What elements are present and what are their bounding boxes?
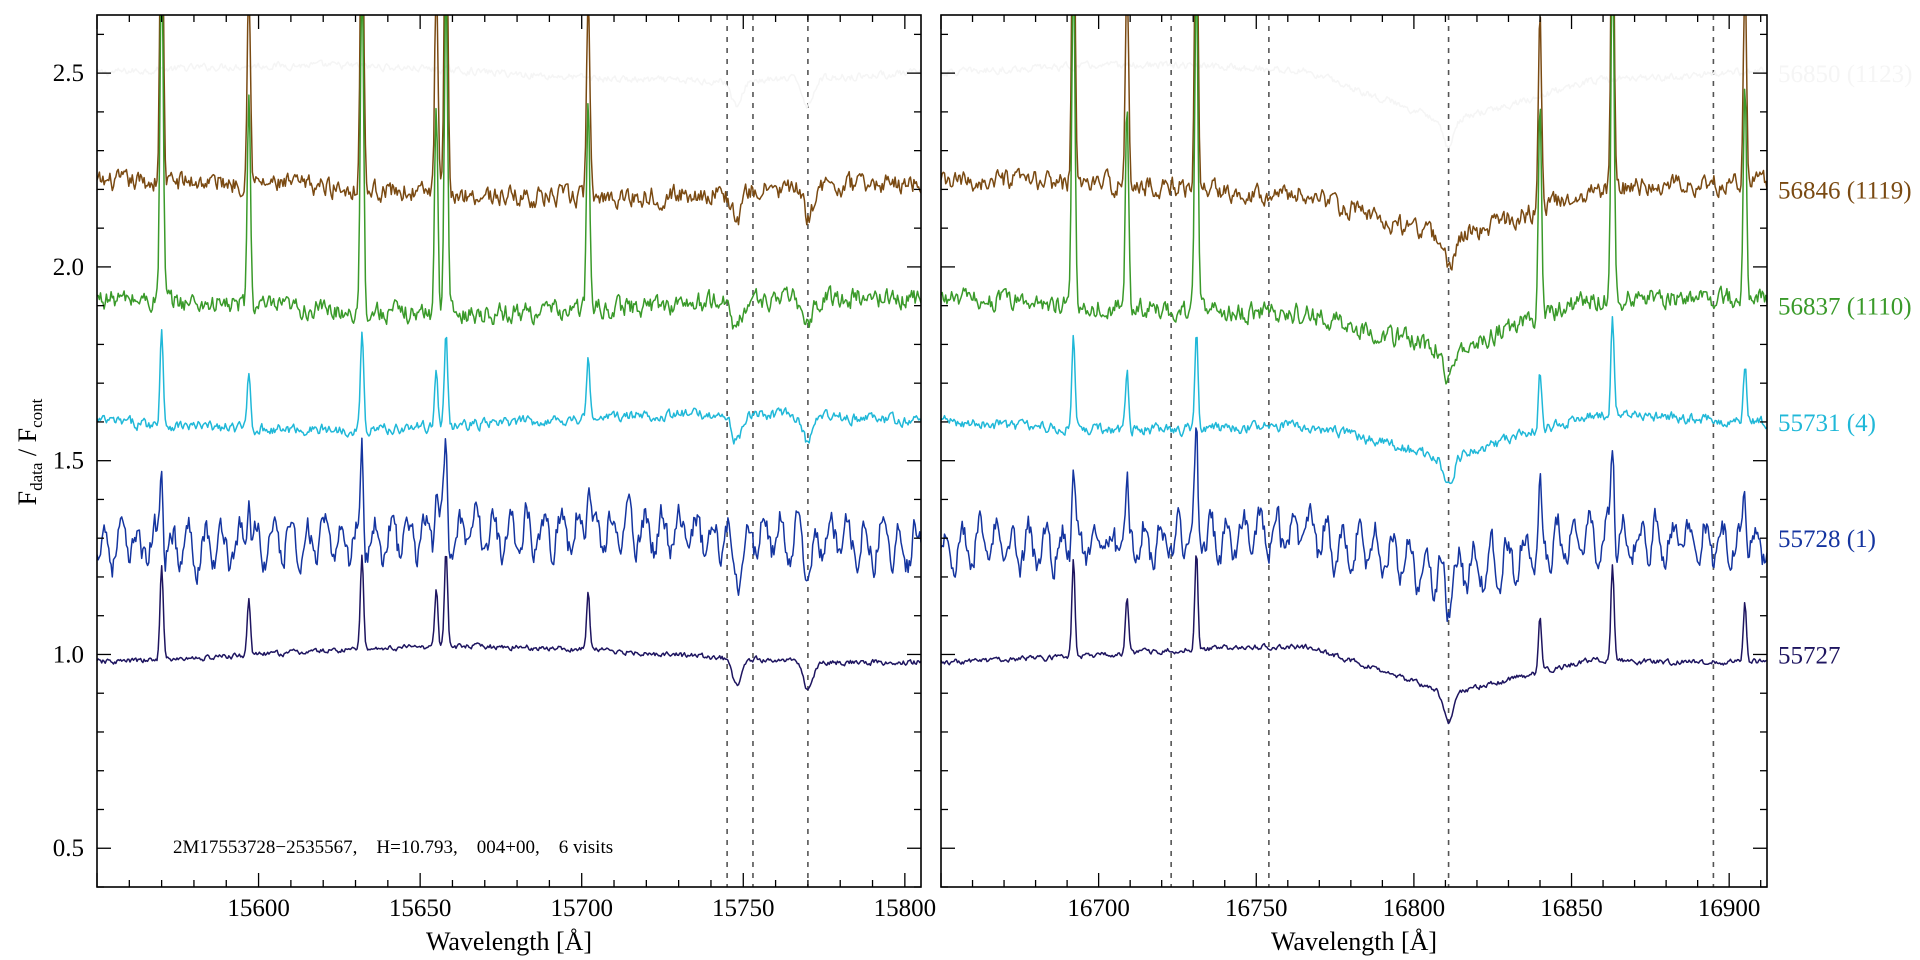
y-axis-title-mid: / F xyxy=(13,428,42,463)
panel-left-x-axis-title: Wavelength [Å] xyxy=(426,927,592,956)
panel-right: 16700 16750 16800 16850 16900 Wavelength [Å] xyxy=(940,14,1768,956)
legend-label: 56850 (1123) xyxy=(1778,61,1912,88)
spectrum-line xyxy=(941,315,1767,485)
x-tick-label: 15800 xyxy=(874,895,937,922)
x-tick-label: 16750 xyxy=(1225,895,1288,922)
y-tick-label: 2.0 xyxy=(53,254,84,281)
x-tick-label: 16800 xyxy=(1383,895,1446,922)
panel-left-ticks xyxy=(96,15,921,888)
panel-right-series xyxy=(941,15,1767,725)
legend-label: 56837 (1110) xyxy=(1778,294,1912,321)
spectrum-line xyxy=(941,427,1767,623)
legend-label: 55727 xyxy=(1778,642,1841,669)
y-tick-labels: 0.5 1.0 1.5 2.0 2.5 xyxy=(53,60,84,862)
panel-right-frame xyxy=(940,14,1768,888)
panel-right-vlines xyxy=(1170,15,1715,887)
spectrum-line xyxy=(97,15,921,226)
y-axis-title: Fdata / Fcont xyxy=(13,398,46,505)
panel-left: 15600 15650 15700 15750 15800 0.5 1.0 1.5 2.0 2.… xyxy=(53,14,936,956)
y-tick-label: 1.0 xyxy=(53,641,84,668)
y-axis-title-sub1: data xyxy=(27,462,46,491)
panel-right-xtick-labels: 16700 16750 16800 16850 16900 xyxy=(1067,895,1760,922)
y-tick-label: 1.5 xyxy=(53,448,84,475)
spectrum-line xyxy=(97,59,921,109)
panel-left-frame xyxy=(96,14,922,888)
spectrum-line xyxy=(97,15,921,330)
x-tick-label: 15750 xyxy=(712,895,775,922)
x-tick-label: 16850 xyxy=(1540,895,1603,922)
y-tick-label: 0.5 xyxy=(53,835,84,862)
x-tick-label: 16700 xyxy=(1067,895,1130,922)
x-tick-label: 16900 xyxy=(1698,895,1761,922)
spectrum-line xyxy=(941,15,1767,271)
panel-left-series xyxy=(97,15,921,691)
y-axis-title-sub2: cont xyxy=(27,398,46,428)
panel-left-vlines xyxy=(726,15,809,887)
x-tick-label: 15650 xyxy=(389,895,452,922)
y-axis-title-main: F xyxy=(13,491,42,505)
panel-right-x-axis-title: Wavelength [Å] xyxy=(1271,927,1437,956)
star-info-annotation: 2M17553728−2535567, H=10.793, 004+00, 6 … xyxy=(173,837,613,858)
x-tick-label: 15600 xyxy=(227,895,290,922)
legend-label: 56846 (1119) xyxy=(1778,177,1912,204)
panel-right-ticks xyxy=(940,15,1767,888)
y-tick-label: 2.5 xyxy=(53,60,84,87)
x-tick-label: 15700 xyxy=(550,895,613,922)
panel-left-xtick-labels: 15600 15650 15700 15750 15800 xyxy=(227,895,936,922)
legend-label: 55731 (4) xyxy=(1778,410,1876,437)
legend: 56850 (1123) 56846 (1119) 56837 (1110) 5573… xyxy=(1778,61,1912,669)
spectrum-line xyxy=(97,328,921,445)
spectrum-line xyxy=(97,437,921,596)
spectrum-line xyxy=(97,554,921,691)
legend-label: 55728 (1) xyxy=(1778,526,1876,553)
spectrum-line xyxy=(941,555,1767,725)
spectrum-line xyxy=(941,60,1767,149)
spectrum-line xyxy=(941,15,1767,385)
